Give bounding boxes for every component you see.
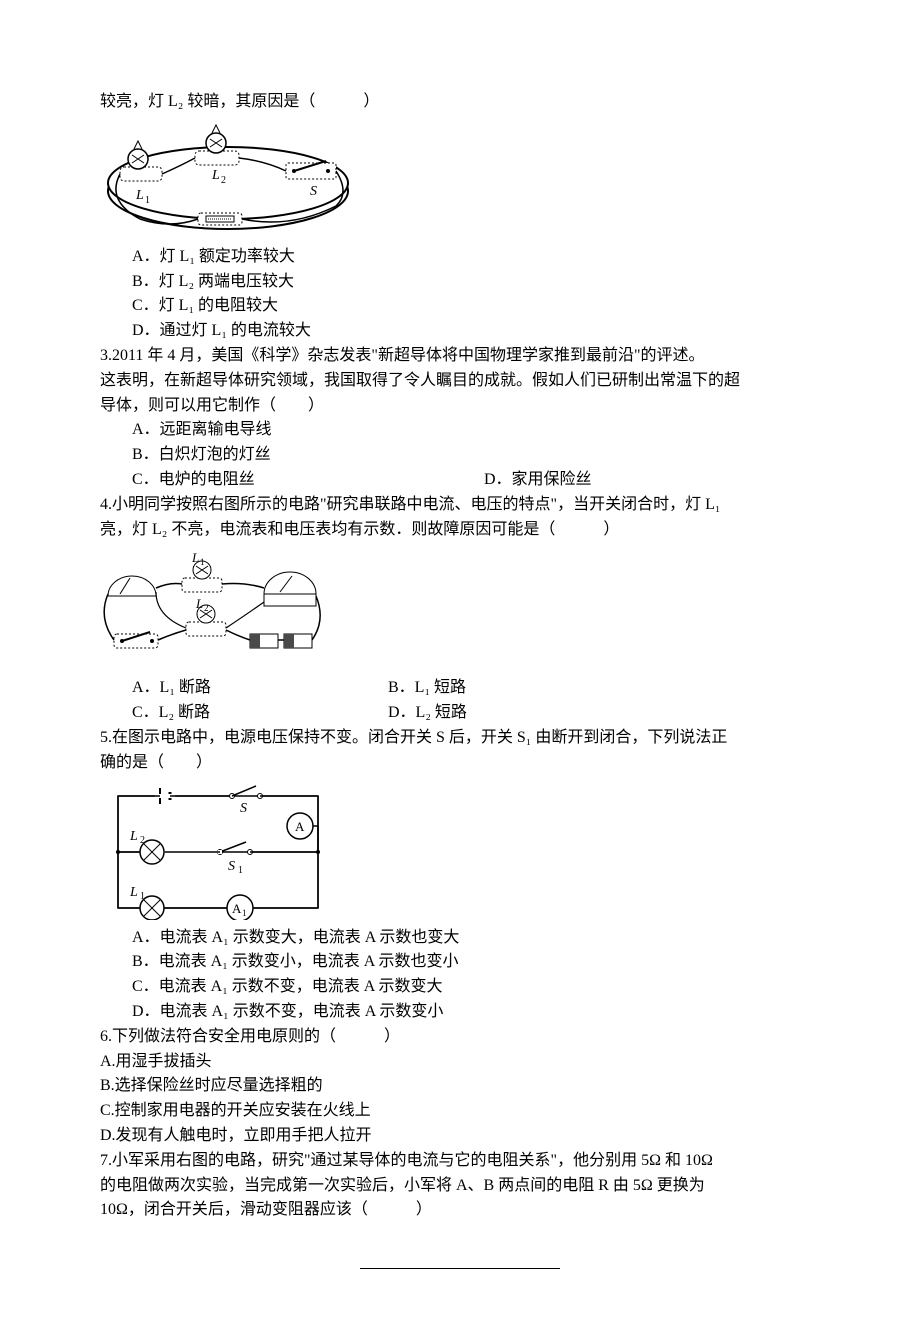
q7-stem-l2: 的电阻做两次实验，当完成第一次实验后，小军将 A、B 两点间的电阻 R 由 5Ω… (100, 1174, 820, 1199)
q7-stem-l1: 7.小军采用右图的电路，研究"通过某导体的电流与它的电阻关系"，他分别用 5Ω … (100, 1149, 820, 1174)
q6-option-d: D.发现有人触电时，立即用手把人拉开 (100, 1124, 820, 1149)
q4-option-c: C．L₂ 断路 (100, 701, 356, 726)
q5-option-a: A．电流表 A₁ 示数变大，电流表 A 示数也变大 (100, 926, 820, 951)
footer-underline (100, 1253, 820, 1278)
q3-option-a: A．远距离输电导线 (100, 418, 820, 443)
q5-figure: S A L2 S1 L1 A1 (100, 782, 820, 920)
svg-text:S: S (240, 801, 247, 816)
q3-option-d: D．家用保险丝 (452, 468, 804, 493)
svg-text:L: L (135, 188, 144, 203)
q2-option-c: C．灯 L₁ 的电阻较大 (100, 294, 820, 319)
q6-option-a: A.用湿手拔插头 (100, 1050, 820, 1075)
q4-option-d: D．L₂ 短路 (356, 701, 612, 726)
svg-text:1: 1 (242, 908, 247, 918)
q5-option-c: C．电流表 A₁ 示数不变，电流表 A 示数变大 (100, 975, 820, 1000)
svg-text:1: 1 (238, 865, 243, 876)
svg-text:L: L (129, 829, 138, 844)
svg-text:2: 2 (221, 175, 226, 186)
svg-text:1: 1 (140, 891, 145, 902)
q2-figure: L 1 L 2 S (100, 121, 820, 239)
svg-text:L: L (191, 550, 199, 565)
q4-option-a: A．L₁ 断路 (100, 676, 356, 701)
q6-option-c: C.控制家用电器的开关应安装在火线上 (100, 1099, 820, 1124)
q4-option-b: B．L₁ 短路 (356, 676, 612, 701)
q5-stem-l2: 确的是（ ） (100, 751, 820, 776)
q4-stem-l2: 亮，灯 L₂ 不亮，电流表和电压表均有示数．则故障原因可能是（ ） (100, 518, 820, 543)
q3-stem-l3: 导体，则可以用它制作（ ） (100, 394, 820, 419)
q5-option-d: D．电流表 A₁ 示数不变，电流表 A 示数变小 (100, 1000, 820, 1025)
q5-stem-l1: 5.在图示电路中，电源电压保持不变。闭合开关 S 后，开关 S₁ 由断开到闭合，… (100, 726, 820, 751)
q2-option-b: B．灯 L₂ 两端电压较大 (100, 270, 820, 295)
q3-option-c: C．电炉的电阻丝 (100, 468, 452, 493)
q4-stem-l1: 4.小明同学按照右图所示的电路"研究串联路中电流、电压的特点"，当开关闭合时，灯… (100, 493, 820, 518)
svg-text:2: 2 (140, 835, 145, 846)
q6-option-b: B.选择保险丝时应尽量选择粗的 (100, 1074, 820, 1099)
q5-option-b: B．电流表 A₁ 示数变小，电流表 A 示数也变小 (100, 950, 820, 975)
svg-text:L: L (211, 168, 220, 183)
q2-option-d: D．通过灯 L₁ 的电流较大 (100, 319, 820, 344)
svg-text:L: L (195, 596, 203, 611)
svg-text:S: S (310, 184, 317, 199)
svg-text:A: A (232, 901, 242, 916)
svg-text:2: 2 (204, 603, 209, 613)
q3-stem-l2: 这表明，在新超导体研究领域，我国取得了令人瞩目的成就。假如人们已研制出常温下的超 (100, 369, 820, 394)
svg-text:L: L (129, 885, 138, 900)
svg-text:1: 1 (145, 195, 150, 206)
svg-text:S: S (228, 859, 235, 874)
q3-stem-l1: 3.2011 年 4 月，美国《科学》杂志发表"新超导体将中国物理学家推到最前沿… (100, 344, 820, 369)
q7-stem-l3: 10Ω，闭合开关后，滑动变阻器应该（ ） (100, 1198, 820, 1223)
q3-option-b: B．白炽灯泡的灯丝 (100, 443, 820, 468)
svg-text:A: A (295, 819, 305, 834)
q4-figure: L1 L2 (100, 548, 820, 670)
q2-option-a: A．灯 L₁ 额定功率较大 (100, 245, 820, 270)
q6-stem: 6.下列做法符合安全用电原则的（ ） (100, 1025, 820, 1050)
q2-stem-continued: 较亮，灯 L₂ 较暗，其原因是（ ） (100, 90, 820, 115)
svg-text:1: 1 (200, 557, 205, 567)
